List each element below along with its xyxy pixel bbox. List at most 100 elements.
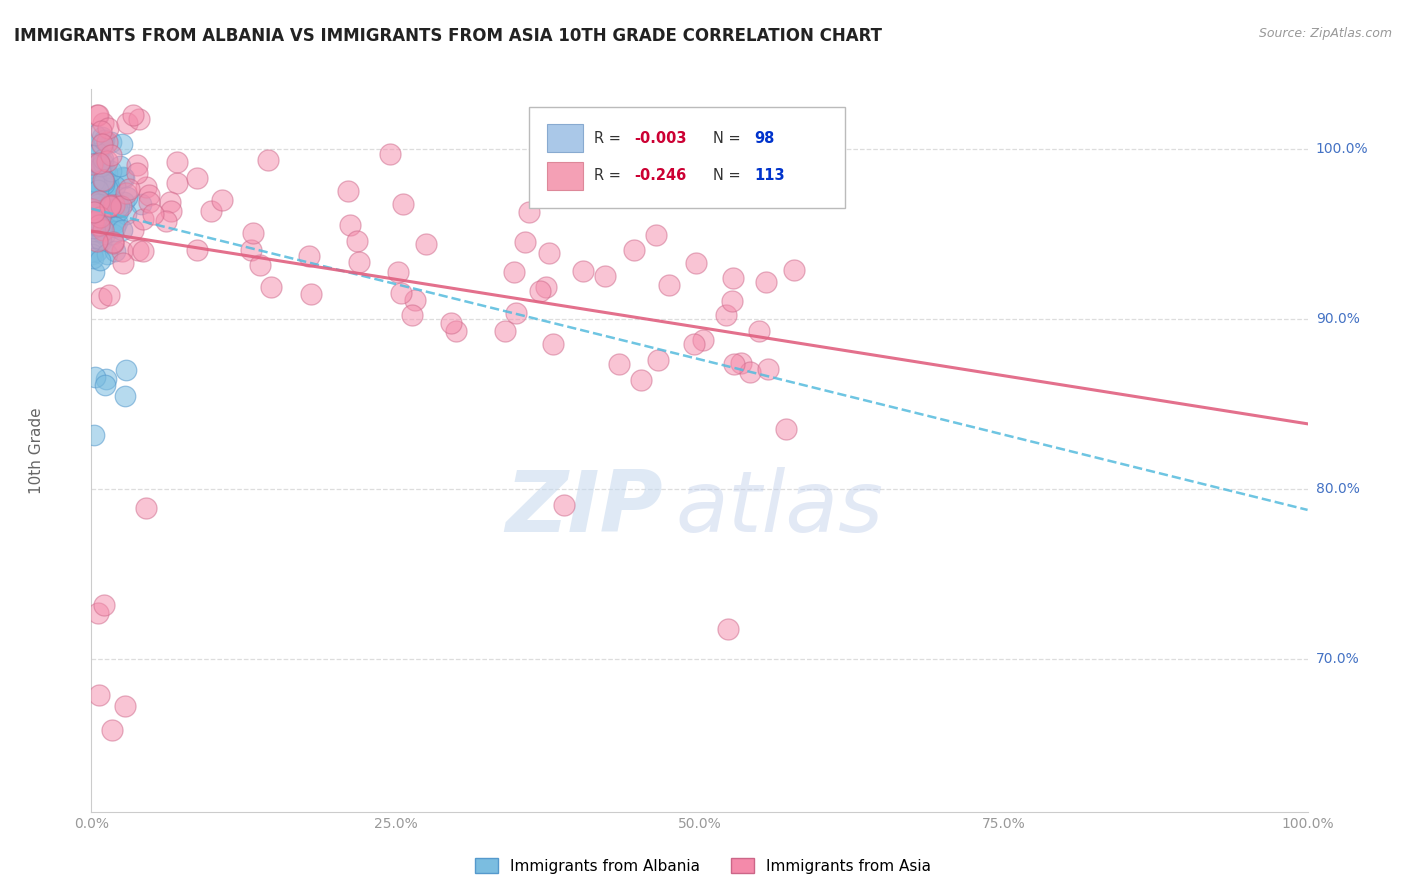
Point	[84, 166, 107, 180]
Point	[159, 203, 181, 218]
Point	[90, 208, 112, 222]
Point	[112, 195, 135, 210]
Point	[121, 108, 143, 122]
Point	[89, 124, 111, 138]
Point	[103, 227, 125, 242]
Point	[100, 135, 122, 149]
Point	[87, 193, 110, 207]
Point	[110, 222, 132, 236]
Point	[101, 235, 124, 250]
Point	[86, 175, 108, 189]
Point	[90, 183, 112, 197]
Point	[110, 199, 132, 213]
Point	[100, 164, 122, 178]
Point	[83, 205, 105, 219]
Point	[90, 193, 112, 207]
Point	[90, 159, 112, 173]
Point	[89, 168, 111, 182]
Point	[101, 235, 124, 249]
Point	[658, 278, 681, 293]
Point	[101, 723, 124, 738]
Text: 70.0%: 70.0%	[1316, 652, 1360, 665]
Point	[87, 196, 110, 211]
Point	[89, 252, 111, 267]
Point	[132, 244, 155, 258]
Point	[112, 171, 135, 186]
Point	[299, 287, 322, 301]
Point	[572, 264, 595, 278]
Point	[685, 256, 707, 270]
Point	[166, 177, 188, 191]
Point	[89, 194, 111, 209]
Point	[159, 194, 181, 209]
Text: R =: R =	[593, 131, 626, 145]
Point	[717, 623, 740, 637]
Point	[87, 606, 110, 620]
Point	[529, 284, 551, 298]
Point	[127, 243, 149, 257]
Point	[87, 182, 110, 196]
Point	[98, 288, 121, 302]
Point	[89, 688, 111, 702]
Point	[93, 213, 115, 227]
Point	[115, 207, 138, 221]
Point	[90, 140, 112, 154]
Point	[84, 128, 107, 142]
Point	[93, 219, 115, 233]
Point	[80, 244, 103, 259]
Point	[94, 377, 117, 392]
Point	[93, 598, 115, 612]
Point	[783, 262, 806, 277]
Point	[83, 189, 105, 203]
Point	[96, 166, 118, 180]
Point	[87, 218, 110, 232]
Point	[93, 174, 115, 188]
Point	[87, 183, 110, 197]
Point	[80, 162, 103, 177]
Point	[105, 215, 128, 229]
Point	[93, 171, 115, 186]
Point	[186, 244, 208, 258]
Point	[96, 200, 118, 214]
Point	[186, 170, 208, 185]
Point	[80, 147, 103, 161]
Point	[128, 112, 150, 127]
Point	[740, 366, 762, 380]
Point	[623, 243, 645, 257]
Point	[647, 352, 669, 367]
Point	[138, 195, 160, 210]
Point	[86, 234, 108, 248]
Point	[98, 197, 121, 211]
Point	[138, 188, 160, 202]
Point	[609, 357, 631, 371]
Point	[94, 227, 117, 241]
Point	[82, 197, 104, 211]
Text: -0.003: -0.003	[634, 131, 686, 145]
Point	[80, 200, 103, 214]
Point	[239, 243, 262, 257]
Point	[84, 156, 107, 170]
Point	[683, 337, 706, 351]
Point	[94, 372, 117, 386]
Point	[503, 265, 526, 279]
Point	[127, 158, 149, 172]
Point	[494, 325, 516, 339]
Point	[104, 219, 127, 234]
Point	[115, 186, 138, 200]
Point	[84, 175, 107, 189]
Point	[93, 177, 115, 191]
Point	[96, 247, 118, 261]
Point	[104, 244, 127, 258]
Point	[90, 129, 112, 144]
Point	[135, 180, 157, 194]
Point	[93, 204, 115, 219]
Text: N =: N =	[713, 169, 745, 184]
Point	[755, 275, 778, 289]
Point	[105, 196, 128, 211]
Text: 80.0%: 80.0%	[1316, 482, 1360, 496]
FancyBboxPatch shape	[529, 107, 845, 209]
Point	[211, 193, 233, 207]
Point	[256, 153, 278, 167]
Point	[84, 224, 107, 238]
Point	[112, 170, 135, 185]
